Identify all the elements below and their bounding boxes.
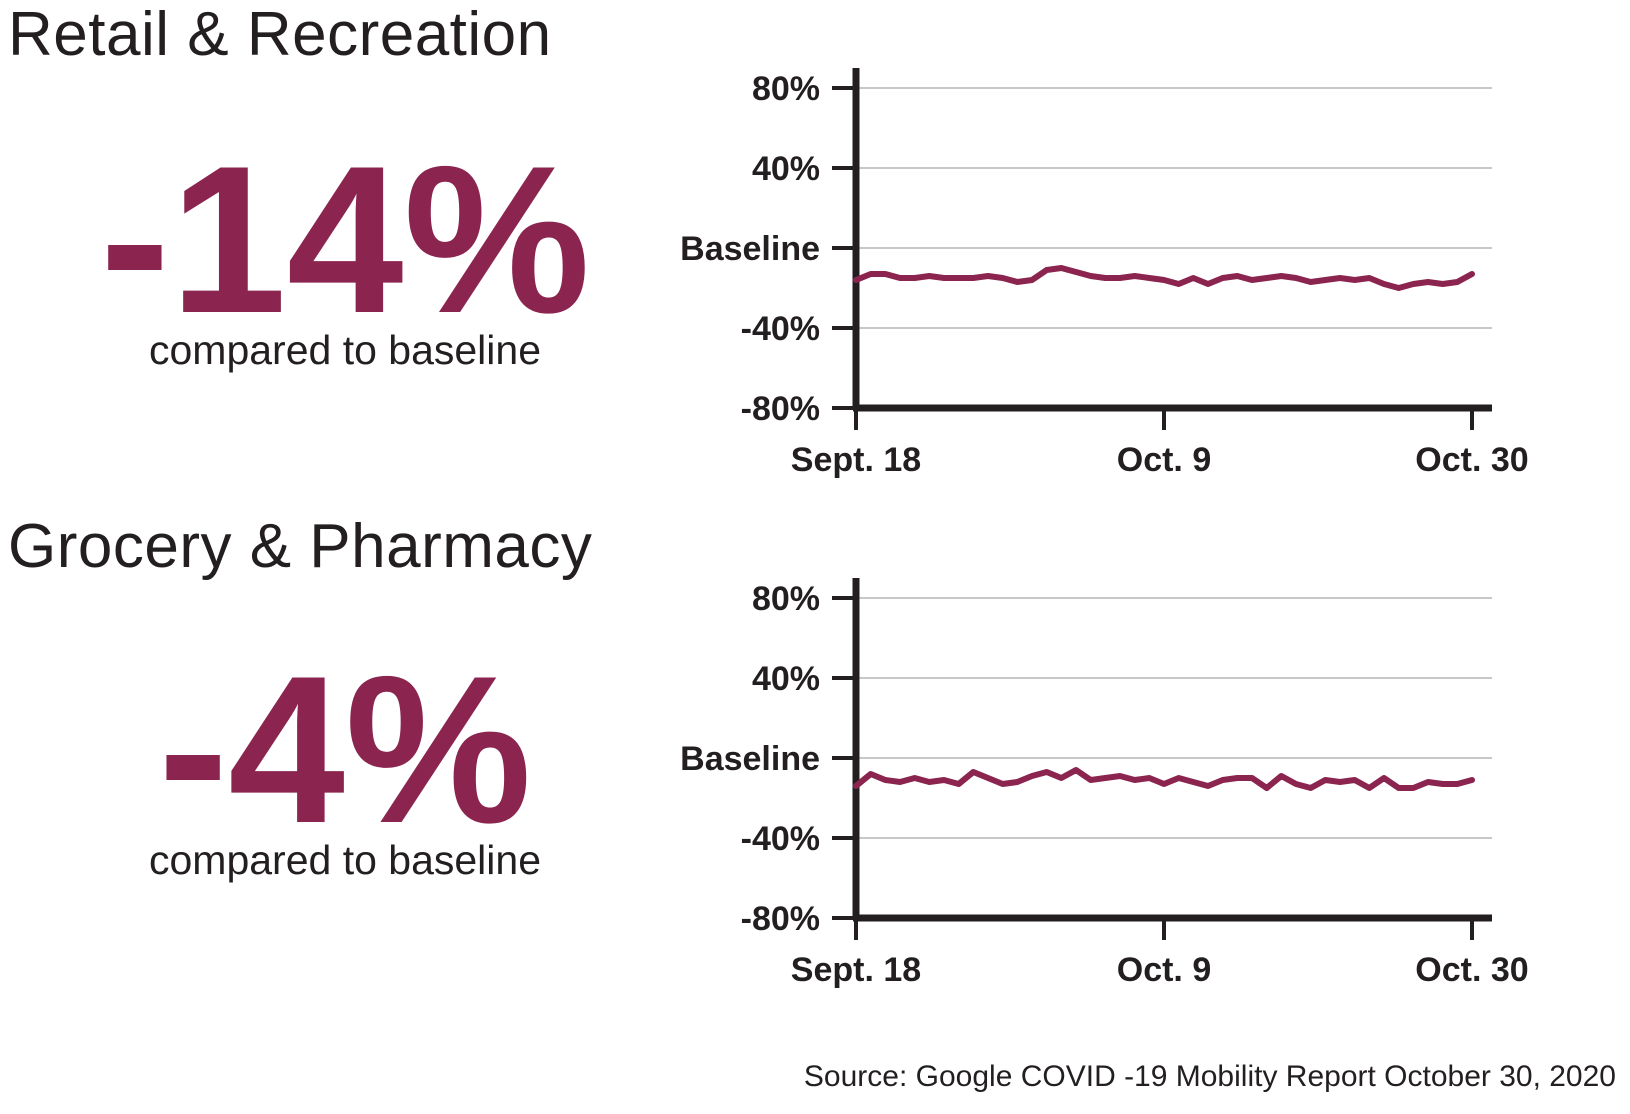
chart2-xtick-label-1: Oct. 9 xyxy=(1117,951,1211,989)
grocery-big-value: -4% xyxy=(158,632,532,867)
chart2-series-line-0 xyxy=(853,767,1475,791)
chart2-ytick-label-4: -80% xyxy=(741,900,820,938)
retail-big-value: -14% xyxy=(100,122,591,357)
chart1-series-line-0 xyxy=(853,265,1475,291)
source-note: Source: Google COVID -19 Mobility Report… xyxy=(803,1060,1616,1093)
chart1-xtick-label-0: Sept. 18 xyxy=(791,441,921,479)
chart1-ytick-label-0: 80% xyxy=(752,70,820,108)
chart2-xtick-label-2: Oct. 30 xyxy=(1415,951,1528,989)
chart2-ytick-label-1: 40% xyxy=(752,660,820,698)
chart1-xtick-label-2: Oct. 30 xyxy=(1415,441,1528,479)
chart2-ytick-label-3: -40% xyxy=(741,820,820,858)
chart2-ytick-label-0: 80% xyxy=(752,580,820,618)
chart2-xtick-label-0: Sept. 18 xyxy=(791,951,921,989)
chart1-ytick-label-2: Baseline xyxy=(680,230,820,268)
chart1-xtick-label-1: Oct. 9 xyxy=(1117,441,1211,479)
grocery-caption: compared to baseline xyxy=(148,837,542,883)
retail-section-title: Retail & Recreation xyxy=(8,0,552,69)
chart1-ytick-label-1: 40% xyxy=(752,150,820,188)
retail-caption: compared to baseline xyxy=(148,327,542,373)
chart1-ytick-label-3: -40% xyxy=(741,310,820,348)
chart2-ytick-label-2: Baseline xyxy=(680,740,820,778)
grocery-section-title: Grocery & Pharmacy xyxy=(8,512,593,581)
chart1-ytick-label-4: -80% xyxy=(741,390,820,428)
